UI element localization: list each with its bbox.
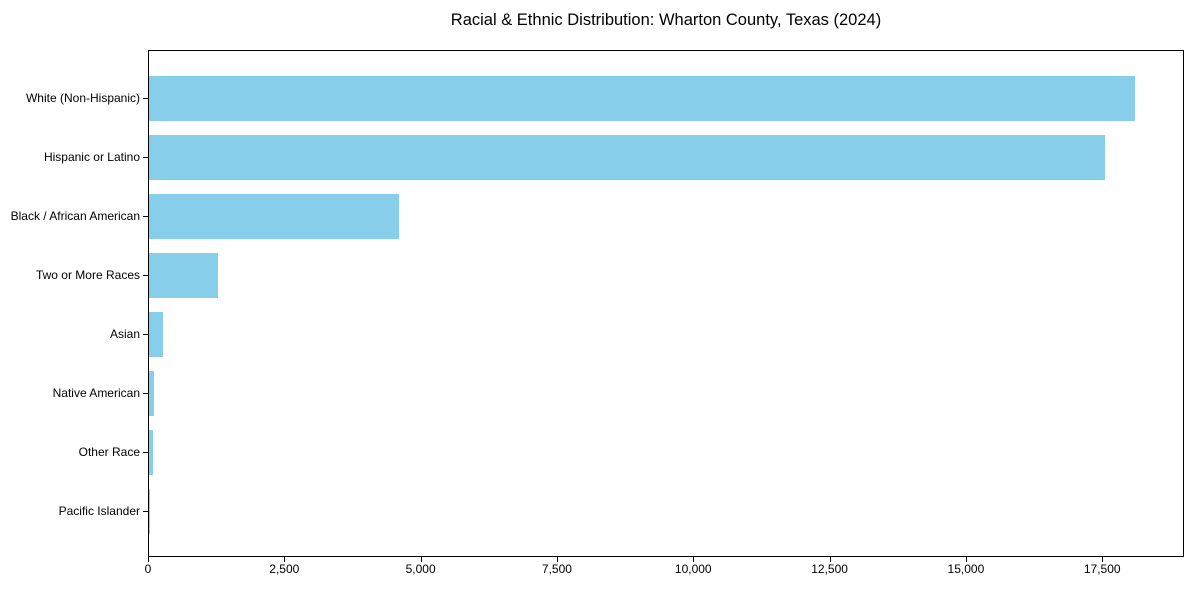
bar bbox=[149, 76, 1136, 121]
y-axis-tick bbox=[143, 451, 148, 453]
y-axis-label: Asian bbox=[109, 326, 140, 341]
bar bbox=[149, 253, 218, 298]
bar bbox=[149, 430, 153, 475]
x-axis-tick bbox=[284, 557, 286, 562]
y-axis-tick bbox=[143, 156, 148, 158]
x-axis-tick-label: 7,500 bbox=[541, 562, 572, 576]
y-axis-tick bbox=[143, 97, 148, 99]
y-axis-tick bbox=[143, 510, 148, 512]
x-axis-tick-label: 12,500 bbox=[811, 562, 848, 576]
y-axis-label: Hispanic or Latino bbox=[43, 149, 140, 164]
y-axis-tick bbox=[143, 392, 148, 394]
y-axis-label: White (Non-Hispanic) bbox=[25, 90, 140, 105]
x-axis-tick bbox=[556, 557, 558, 562]
x-axis-tick bbox=[965, 557, 967, 562]
bar bbox=[149, 194, 399, 239]
x-axis-tick-label: 2,500 bbox=[269, 562, 300, 576]
x-axis-tick-label: 15,000 bbox=[947, 562, 985, 576]
x-axis-tick bbox=[693, 557, 695, 562]
x-axis-tick bbox=[1102, 557, 1104, 562]
y-axis-label: Other Race bbox=[78, 444, 140, 459]
y-axis-tick bbox=[143, 274, 148, 276]
bar bbox=[149, 489, 150, 534]
x-axis-tick bbox=[829, 557, 831, 562]
bar bbox=[149, 371, 155, 416]
x-axis-tick-label: 10,000 bbox=[674, 562, 712, 576]
bar bbox=[149, 135, 1106, 180]
x-axis-tick bbox=[148, 557, 149, 562]
y-axis-label: Black / African American bbox=[10, 208, 140, 223]
bar bbox=[149, 312, 163, 357]
x-axis-tick bbox=[420, 557, 422, 562]
x-axis-tick-label: 0 bbox=[144, 562, 152, 576]
plot-area bbox=[148, 50, 1184, 557]
y-axis-tick bbox=[143, 333, 148, 335]
x-axis-tick-label: 5,000 bbox=[405, 562, 436, 576]
y-axis-label: Pacific Islander bbox=[58, 503, 140, 518]
y-axis-tick bbox=[143, 215, 148, 217]
y-axis-label: Native American bbox=[52, 385, 140, 400]
y-axis-label: Two or More Races bbox=[35, 267, 140, 282]
chart-title: Racial & Ethnic Distribution: Wharton Co… bbox=[450, 11, 882, 29]
x-axis-tick-label: 17,500 bbox=[1083, 562, 1121, 576]
